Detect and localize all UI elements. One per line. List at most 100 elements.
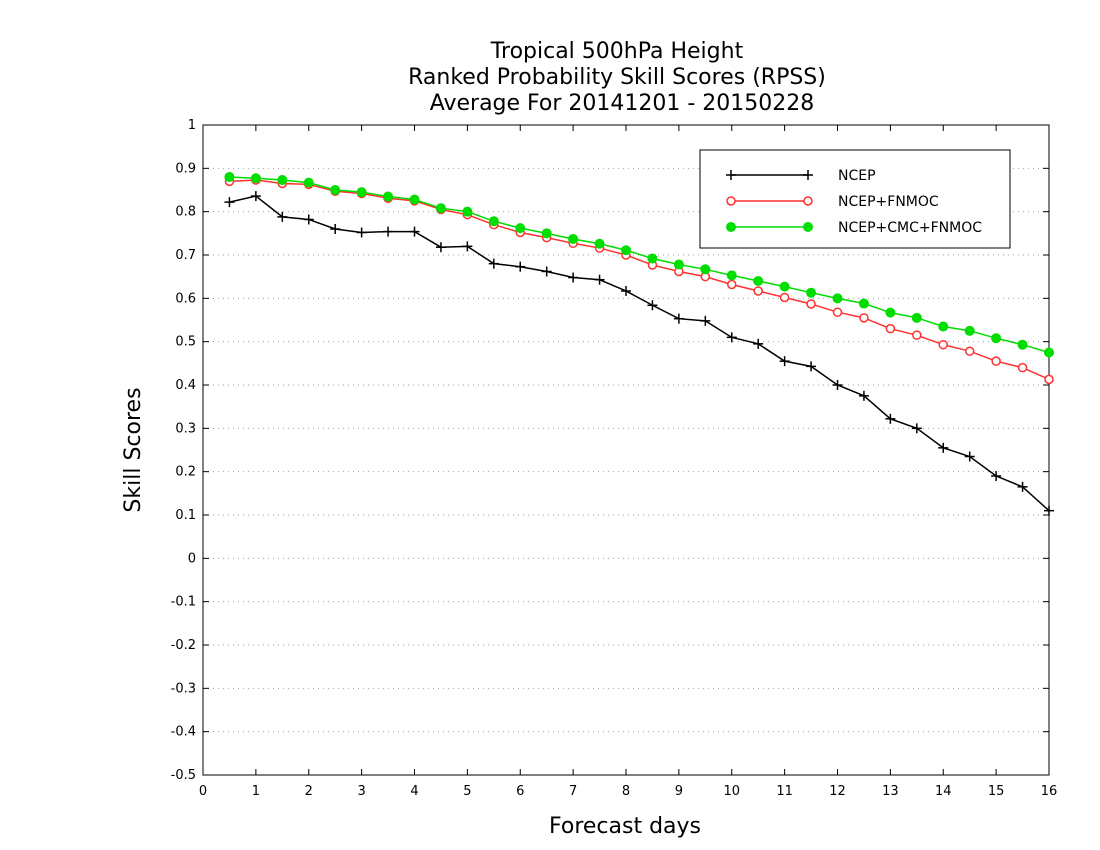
y-axis-ticks: -0.5 -0.4 -0.3 -0.2 -0.1 0 0.1 0.2 0.3 0.4 0.5 0.6 0… (171, 118, 1049, 783)
legend-label: NCEP (838, 168, 876, 184)
legend-box (699, 149, 1011, 249)
point-ncep-cmc-fnmoc (806, 287, 817, 298)
point-ncep (541, 266, 552, 277)
point-ncep-fnmoc (779, 292, 790, 303)
point-ncep (330, 224, 341, 234)
legend-item-ncep-fnmoc: NCEP+FNMOC (726, 194, 939, 210)
point-ncep (303, 214, 314, 225)
point-ncep (224, 197, 235, 208)
point-ncep-cmc-fnmoc (409, 194, 420, 205)
point-ncep-cmc-fnmoc (647, 253, 658, 264)
point-ncep-fnmoc (938, 339, 948, 350)
point-ncep (753, 338, 764, 349)
title-line-2: Ranked Probability Skill Scores (RPSS) (408, 65, 826, 90)
point-ncep (806, 361, 817, 372)
point-ncep (647, 300, 658, 311)
x-axis-ticks: 0 1 2 3 4 5 6 7 8 9 10 11 12 13 14 15 16 (199, 125, 1057, 799)
x-tick-label: 5 (463, 784, 471, 799)
point-ncep-cmc-fnmoc (462, 206, 473, 217)
point-ncep (435, 242, 446, 253)
x-tick-label: 12 (829, 784, 846, 799)
point-ncep-fnmoc (912, 330, 922, 340)
x-tick-label: 3 (357, 784, 365, 799)
x-tick-label: 10 (723, 784, 740, 799)
series-layer (224, 172, 1054, 516)
point-ncep-cmc-fnmoc (911, 312, 922, 323)
point-ncep-cmc-fnmoc (726, 270, 737, 281)
point-ncep (594, 274, 605, 285)
y-tick-label: 1 (188, 118, 196, 133)
point-ncep-cmc-fnmoc (991, 333, 1002, 344)
point-legend-ncep-cmc-fnmoc (803, 222, 813, 232)
point-ncep-cmc-fnmoc (330, 185, 341, 195)
point-legend-ncep-cmc-fnmoc (726, 222, 736, 232)
point-ncep-cmc-fnmoc (779, 281, 790, 292)
point-ncep-fnmoc (885, 323, 896, 334)
y-tick-label: 0.5 (175, 335, 196, 350)
y-tick-label: 0.9 (175, 161, 196, 176)
point-ncep-cmc-fnmoc (673, 259, 684, 270)
point-ncep-fnmoc (991, 356, 1001, 366)
x-tick-label: 4 (410, 784, 418, 799)
point-ncep (700, 315, 711, 326)
y-tick-label: 0.2 (175, 465, 196, 480)
point-ncep-cmc-fnmoc (488, 216, 499, 227)
y-tick-label: 0.4 (175, 378, 196, 393)
point-ncep (250, 191, 261, 202)
point-ncep (515, 261, 526, 272)
point-ncep-cmc-fnmoc (594, 238, 605, 249)
point-legend-ncep (803, 170, 813, 180)
point-ncep-fnmoc (832, 307, 843, 317)
point-ncep-cmc-fnmoc (1044, 347, 1054, 358)
y-axis-title: Skill Scores (121, 387, 146, 512)
point-ncep (621, 285, 631, 296)
x-tick-label: 1 (252, 784, 260, 799)
point-ncep (462, 241, 473, 252)
point-ncep-cmc-fnmoc (515, 223, 526, 234)
point-ncep (964, 451, 975, 462)
x-tick-label: 9 (675, 784, 683, 799)
point-ncep-cmc-fnmoc (753, 276, 764, 286)
point-ncep (1017, 481, 1028, 492)
point-ncep-cmc-fnmoc (541, 228, 552, 239)
title-line-1: Tropical 500hPa Height (490, 39, 744, 64)
point-ncep-fnmoc (806, 299, 816, 309)
legend-label: NCEP+CMC+FNMOC (838, 220, 982, 236)
x-tick-label: 0 (199, 784, 207, 799)
y-tick-label: 0.6 (175, 291, 196, 306)
y-tick-label: 0.7 (175, 248, 196, 263)
point-ncep-cmc-fnmoc (383, 191, 394, 202)
y-tick-label: 0.8 (175, 205, 196, 220)
x-tick-label: 2 (305, 784, 313, 799)
legend-item-ncep-cmc-fnmoc: NCEP+CMC+FNMOC (726, 220, 982, 236)
point-ncep (726, 332, 737, 343)
legend-label: NCEP+FNMOC (838, 194, 939, 210)
point-ncep-cmc-fnmoc (1017, 339, 1028, 350)
point-legend-ncep-fnmoc (803, 196, 813, 206)
legend-item-ncep: NCEP (726, 168, 876, 184)
point-ncep-cmc-fnmoc (938, 321, 949, 332)
x-tick-label: 15 (988, 784, 1005, 799)
x-tick-label: 11 (776, 784, 793, 799)
y-tick-label: 0.3 (175, 421, 196, 436)
point-ncep (356, 227, 367, 238)
point-ncep (1044, 505, 1054, 516)
point-ncep-cmc-fnmoc (303, 177, 314, 188)
point-ncep (991, 471, 1002, 481)
point-ncep (911, 423, 922, 434)
point-ncep-fnmoc (727, 279, 737, 290)
y-tick-label: -0.1 (171, 595, 196, 610)
x-tick-label: 8 (622, 784, 630, 799)
point-ncep (858, 390, 869, 401)
point-legend-ncep-fnmoc (726, 196, 736, 206)
point-ncep-fnmoc (1017, 362, 1028, 373)
y-tick-label: -0.4 (171, 725, 196, 740)
point-ncep-fnmoc (753, 286, 763, 296)
x-tick-label: 7 (569, 784, 577, 799)
y-tick-label: -0.3 (171, 681, 196, 696)
series-ncep (224, 191, 1054, 516)
point-ncep (779, 356, 790, 367)
point-ncep (938, 442, 949, 453)
point-ncep-cmc-fnmoc (858, 298, 869, 309)
